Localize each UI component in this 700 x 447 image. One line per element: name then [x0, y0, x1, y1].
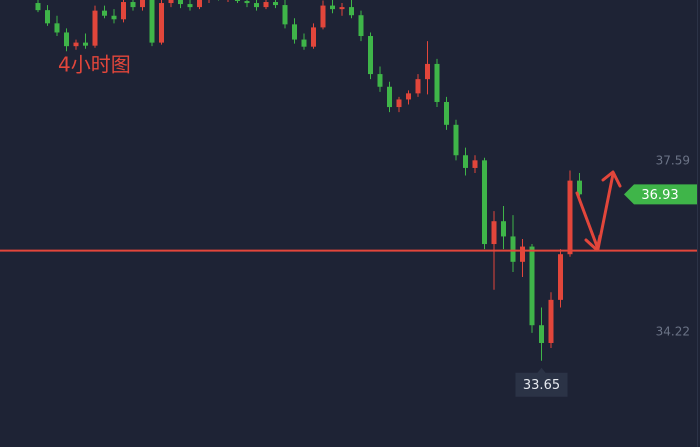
candle-body [415, 79, 421, 94]
candle-body [387, 86, 392, 108]
last-price-label: 36.93 [641, 188, 678, 203]
candle-body [235, 0, 240, 2]
candle-body [282, 5, 288, 25]
candle-body [520, 246, 525, 262]
candle-body [121, 2, 126, 20]
candle-body [510, 236, 516, 262]
candle-body [244, 1, 250, 4]
y-tick-label: 37.59 [656, 153, 690, 167]
candle-body [54, 23, 60, 33]
low-label: 33.65 [523, 378, 560, 393]
last-price-box [624, 184, 697, 205]
candle-body [529, 246, 535, 326]
candle-body [453, 124, 459, 156]
candle-body [501, 221, 506, 237]
candle-body [377, 74, 383, 87]
candle-body [472, 160, 478, 168]
candle-body [159, 3, 164, 43]
candle-body [406, 93, 411, 100]
candle-body [140, 0, 145, 8]
annotation: 4小时图 [58, 53, 131, 77]
candle-body [197, 0, 202, 8]
candle-body [349, 7, 354, 16]
candle-body [330, 5, 335, 10]
candle-body [73, 42, 79, 47]
candle-body [168, 0, 174, 4]
candle-body [491, 221, 497, 245]
candle-body [301, 39, 307, 47]
candle-body [539, 325, 544, 343]
candle-body [92, 10, 98, 46]
candle-body [434, 63, 440, 102]
candle-body [273, 2, 278, 6]
candle-body [292, 24, 297, 40]
candle-body [102, 10, 107, 16]
candle-body [64, 32, 69, 47]
candle-body [567, 180, 573, 255]
candle-body [548, 299, 554, 343]
y-tick-label: 34.22 [656, 324, 690, 338]
candle-body [35, 3, 41, 11]
candle-body [358, 15, 364, 37]
low-box [515, 367, 568, 397]
candle-body [444, 101, 449, 125]
candle-body [178, 0, 183, 5]
candle-body [463, 155, 468, 168]
candle-body [130, 2, 136, 8]
candle-body [368, 36, 373, 75]
candle-body [425, 63, 430, 80]
candle-body [558, 254, 563, 300]
candle-body [482, 160, 487, 245]
candle-body [577, 180, 582, 195]
candle-body [187, 4, 193, 8]
candle-body [396, 99, 402, 108]
candle-body [320, 5, 326, 28]
candle-body [254, 3, 259, 8]
arrow-head [601, 170, 622, 188]
candle-body [83, 42, 88, 46]
candle-body [263, 2, 269, 8]
candle-body [45, 10, 50, 24]
candles [35, 0, 582, 361]
candle-body [149, 0, 155, 43]
candle-body [339, 7, 345, 10]
candle-body [311, 27, 316, 47]
candle-body [111, 15, 117, 20]
